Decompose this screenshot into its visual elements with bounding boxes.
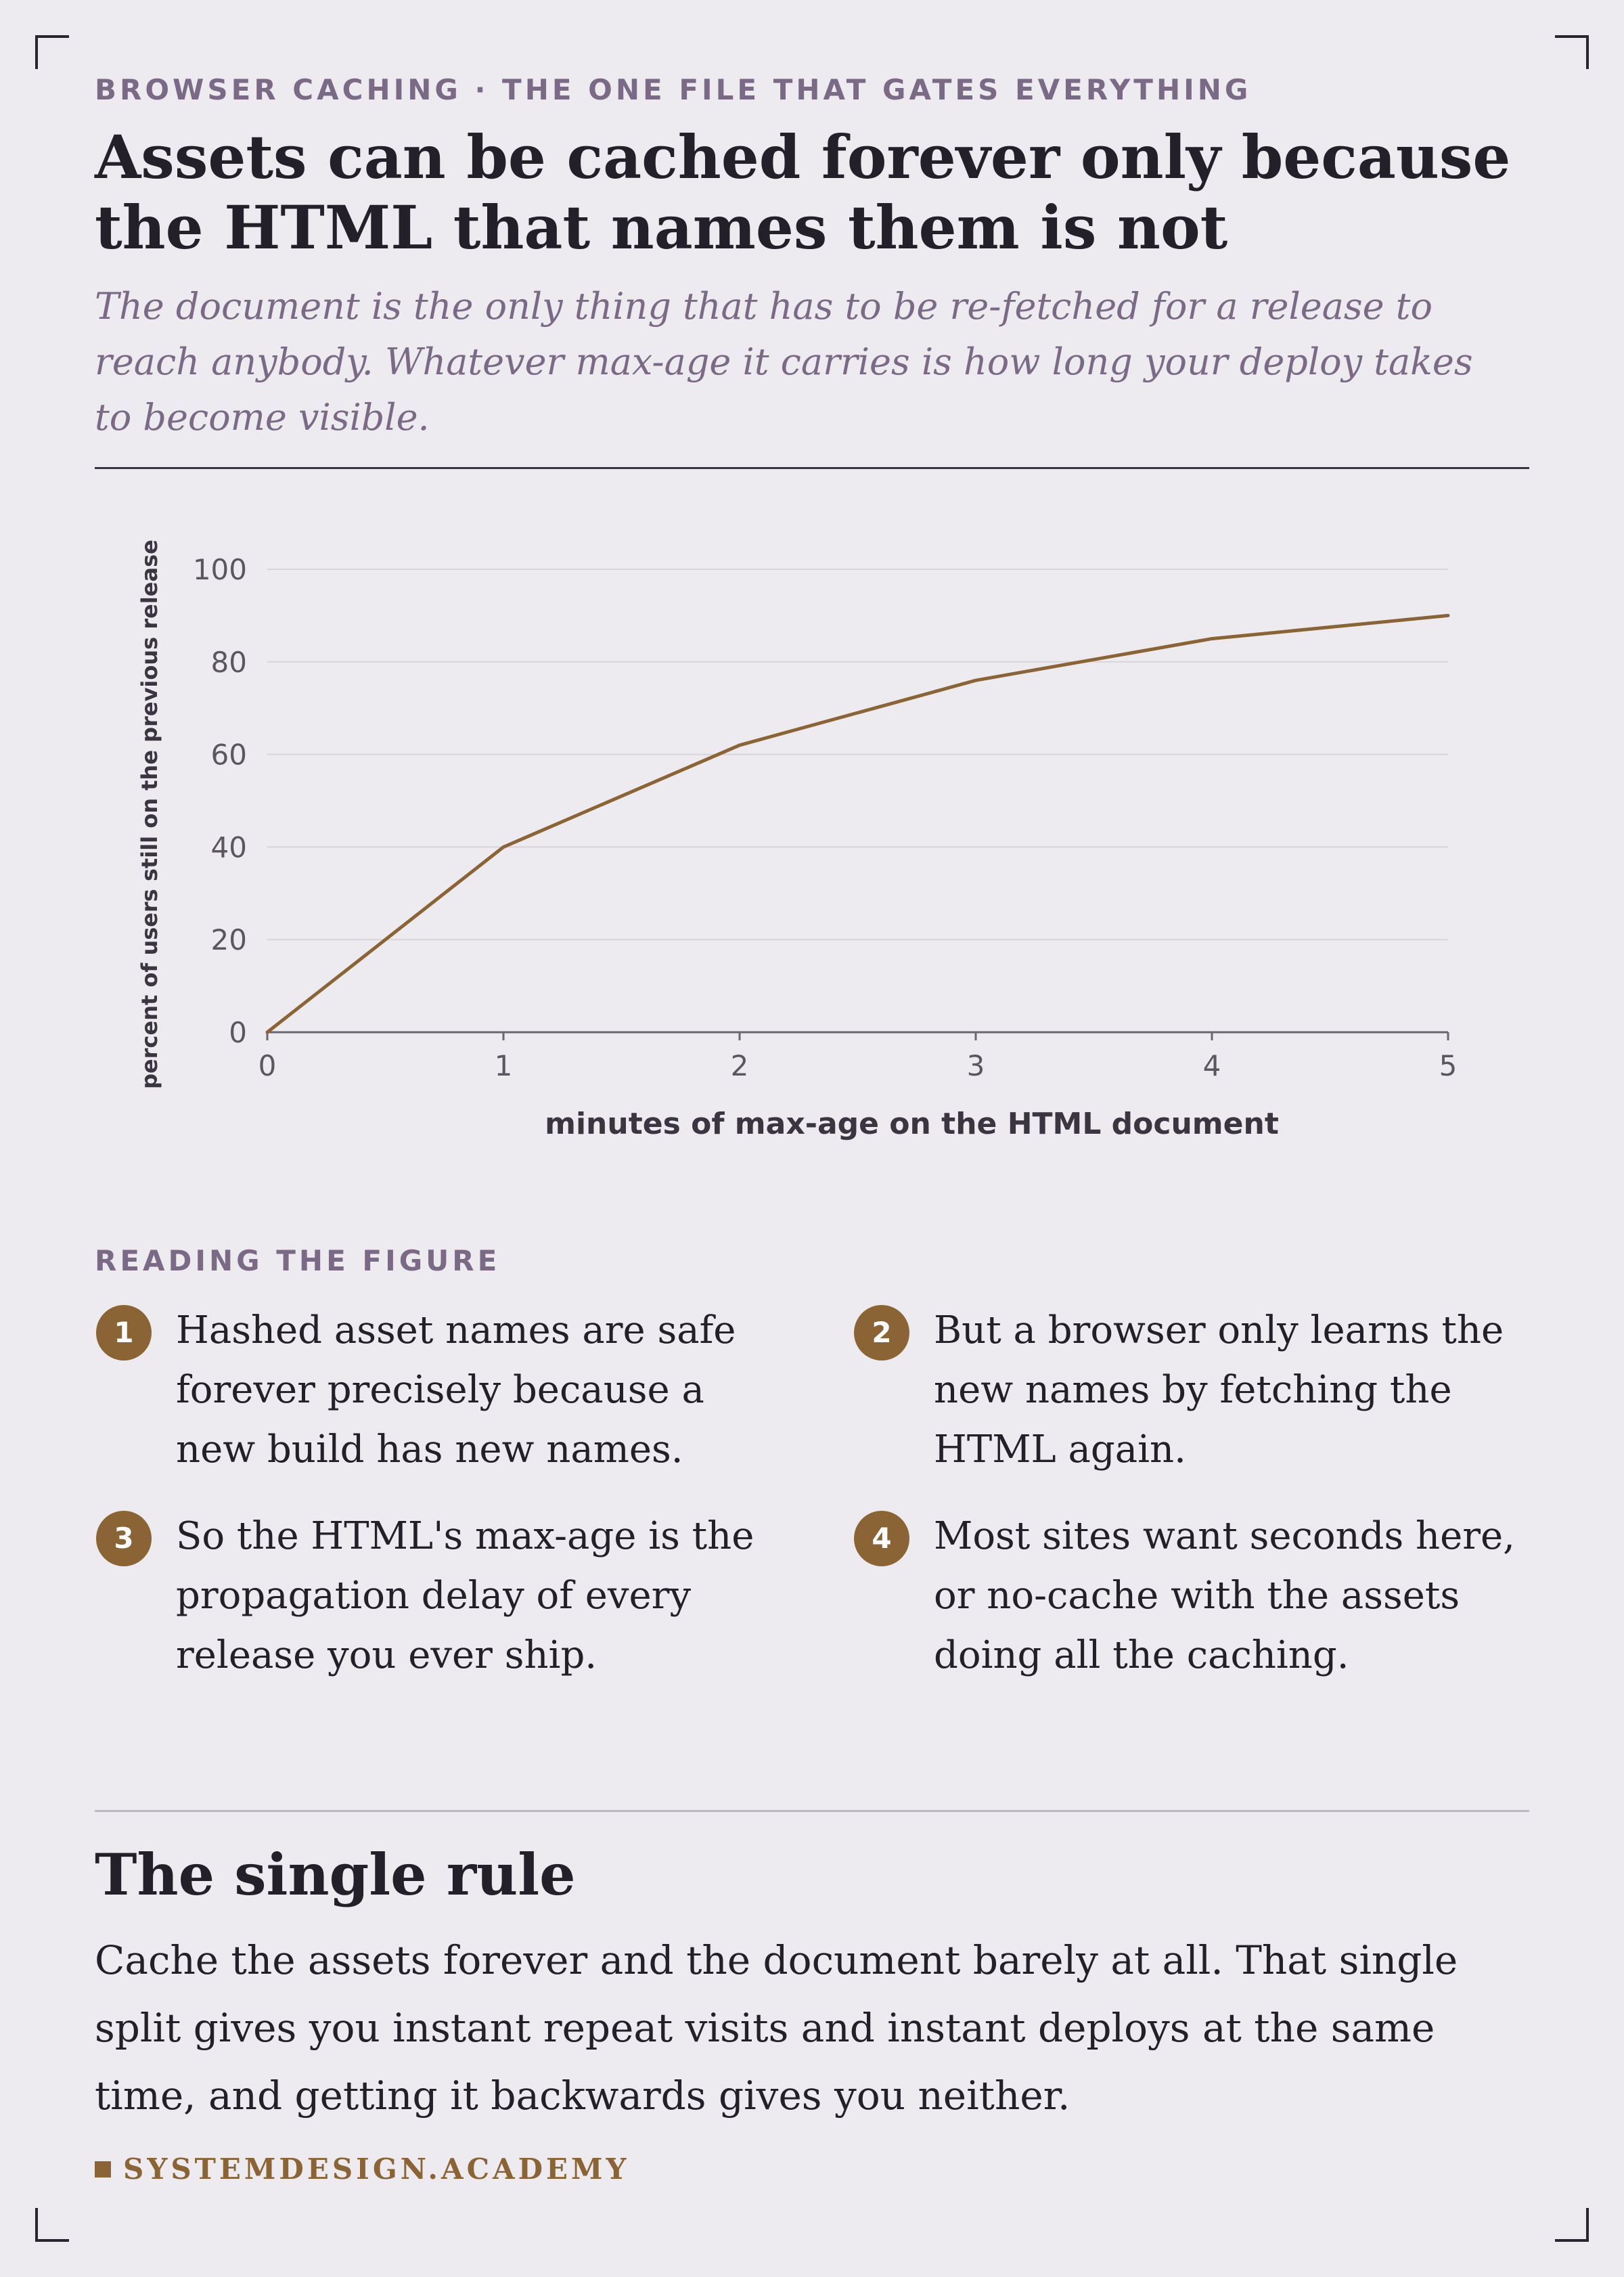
corner-mark-bottom-left (35, 2208, 69, 2242)
brand-footer: SYSTEMDESIGN.ACADEMY (95, 2152, 630, 2186)
y-tick-label: 60 (211, 738, 247, 772)
reading-section-label: READING THE FIGURE (95, 1244, 501, 1277)
header-divider (95, 467, 1529, 469)
rule-heading: The single rule (95, 1841, 576, 1908)
y-tick-label: 0 (229, 1016, 247, 1049)
rule-body-text: Cache the assets forever and the documen… (95, 1937, 1458, 2119)
note-text: Most sites want seconds here, or no-cach… (934, 1514, 1515, 1677)
y-axis-label: percent of users still on the previous r… (137, 539, 162, 1089)
y-tick-label: 100 (193, 553, 247, 586)
x-axis-label: minutes of max-age on the HTML document (545, 1107, 1279, 1141)
series-line (265, 613, 1450, 1034)
section-divider (95, 1810, 1529, 1812)
x-tick-label: 3 (967, 1049, 985, 1082)
x-tick-label: 5 (1439, 1049, 1458, 1082)
page-title: Assets can be cached forever only becaus… (95, 122, 1511, 263)
x-tick-label: 0 (258, 1049, 277, 1082)
x-tick-label: 4 (1203, 1049, 1221, 1082)
page-subtitle: The document is the only thing that has … (95, 285, 1473, 439)
note-number-badge: 1 (96, 1305, 152, 1361)
note-text: But a browser only learns the new names … (934, 1308, 1504, 1472)
line-chart: 0 20 40 60 80 100 0 1 2 3 4 5 minutes of max-age on … (137, 539, 1458, 1141)
brand-square-icon (95, 2161, 111, 2177)
kicker: BROWSER CACHING · THE ONE FILE THAT GATE… (95, 73, 1252, 106)
corner-mark-bottom-right (1555, 2208, 1589, 2242)
corner-mark-top-left (35, 35, 69, 69)
x-tick-label: 1 (495, 1049, 513, 1082)
y-tick-label: 20 (211, 923, 247, 956)
y-tick-label: 80 (211, 646, 247, 679)
note-text: So the HTML's max-age is the propagation… (176, 1514, 754, 1677)
note-number-badge: 2 (854, 1305, 909, 1361)
y-tick-label: 40 (211, 831, 247, 864)
brand-name: SYSTEMDESIGN.ACADEMY (123, 2152, 630, 2186)
x-tick-label: 2 (731, 1049, 749, 1082)
note-number-badge: 3 (96, 1511, 152, 1566)
corner-mark-top-right (1555, 35, 1589, 69)
note-text: Hashed asset names are safe forever prec… (176, 1308, 736, 1472)
note-number-badge: 4 (854, 1511, 909, 1566)
